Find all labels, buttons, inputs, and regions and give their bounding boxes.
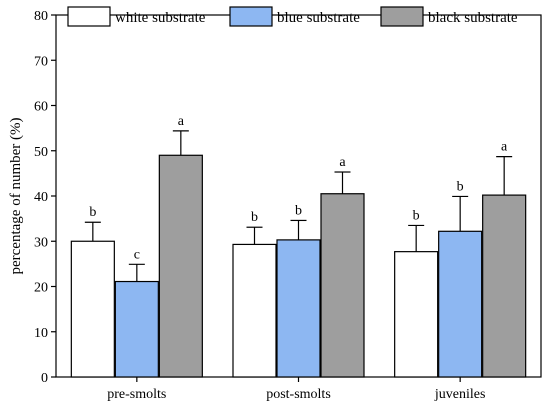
significance-label: b bbox=[457, 179, 464, 194]
bar bbox=[320, 193, 365, 378]
x-tick-label: post-smolts bbox=[266, 387, 331, 402]
bar bbox=[482, 194, 527, 378]
bar bbox=[70, 240, 115, 378]
bar bbox=[158, 154, 203, 378]
significance-label: b bbox=[251, 210, 258, 225]
significance-label: c bbox=[134, 247, 140, 262]
significance-labels-layer: b b b c b b a a a bbox=[89, 114, 508, 262]
legend-swatch bbox=[380, 6, 424, 27]
y-tick-label: 10 bbox=[34, 326, 48, 341]
legend: white substrate blue substrate black subst… bbox=[67, 6, 518, 27]
y-tick-label: 40 bbox=[34, 190, 48, 205]
significance-label: a bbox=[178, 114, 185, 129]
significance-label: b bbox=[295, 203, 302, 218]
legend-label: black substrate bbox=[428, 10, 518, 26]
x-tick-label: juveniles bbox=[434, 387, 486, 402]
y-tick-label: 60 bbox=[34, 100, 48, 115]
bar bbox=[114, 280, 159, 378]
legend-label: white substrate bbox=[115, 10, 206, 26]
significance-label: b bbox=[413, 208, 420, 223]
y-tick-label: 70 bbox=[34, 54, 48, 69]
bar bbox=[276, 239, 321, 378]
legend-label: blue substrate bbox=[277, 10, 360, 26]
legend-swatch bbox=[67, 6, 111, 27]
y-tick-label: 80 bbox=[34, 9, 48, 24]
y-tick-label: 20 bbox=[34, 281, 48, 296]
axes-layer: 0 10 20 30 40 50 60 70 80 pre-smolts post-smolts ju… bbox=[34, 9, 485, 402]
significance-label: a bbox=[339, 155, 346, 170]
bar bbox=[438, 230, 483, 378]
legend-swatch bbox=[229, 6, 273, 27]
x-tick-label: pre-smolts bbox=[107, 387, 166, 402]
significance-label: a bbox=[501, 140, 508, 155]
bar bbox=[394, 251, 439, 378]
y-tick-label: 50 bbox=[34, 145, 48, 160]
error-bars-layer bbox=[84, 130, 513, 282]
significance-label: b bbox=[89, 205, 96, 220]
y-tick-label: 30 bbox=[34, 235, 48, 250]
bar bbox=[232, 243, 277, 378]
y-axis-title: percentage of number (%) bbox=[8, 117, 24, 274]
y-tick-label: 0 bbox=[41, 371, 48, 386]
